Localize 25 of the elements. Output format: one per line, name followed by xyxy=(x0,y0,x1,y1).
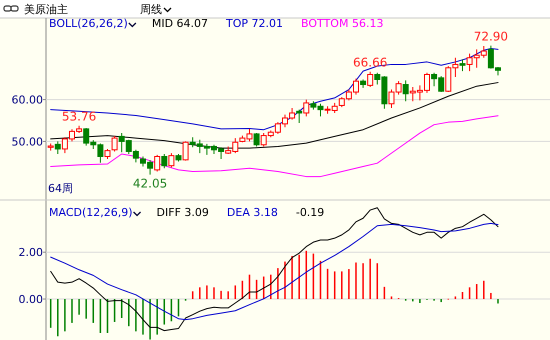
line-series xyxy=(50,222,498,320)
annotation: 64周 xyxy=(48,182,73,195)
text: TOP 72.01 xyxy=(225,17,284,30)
chart-title: 美原油主 xyxy=(24,3,68,16)
y-tick-label: 50.00 xyxy=(12,135,43,148)
annotation: 72.90 xyxy=(474,30,508,44)
annotation: 53.76 xyxy=(62,110,96,124)
annotation: -0.19 xyxy=(296,206,324,219)
y-tick-label: 0.00 xyxy=(18,293,43,306)
line-series xyxy=(50,48,498,130)
candlestick xyxy=(459,58,466,72)
chart-subtitle: 周线 xyxy=(140,3,162,16)
annotation: 66.66 xyxy=(353,56,388,70)
text: DEA 3.18 xyxy=(226,206,278,219)
y-tick-label: 2.00 xyxy=(18,246,43,260)
text: DIFF 3.09 xyxy=(156,206,209,219)
line-series xyxy=(50,207,498,332)
legend-title: BOLL(26,26,2) xyxy=(49,17,128,30)
annotation: 42.05 xyxy=(132,176,168,191)
candlestick xyxy=(296,109,302,124)
candlestick xyxy=(402,80,409,102)
text: MID 64.07 xyxy=(152,17,208,30)
legend-title: MACD(12,26,9) xyxy=(49,206,133,219)
y-tick-label: 60.00 xyxy=(12,94,43,107)
text: BOTTOM 56.13 xyxy=(301,17,384,30)
